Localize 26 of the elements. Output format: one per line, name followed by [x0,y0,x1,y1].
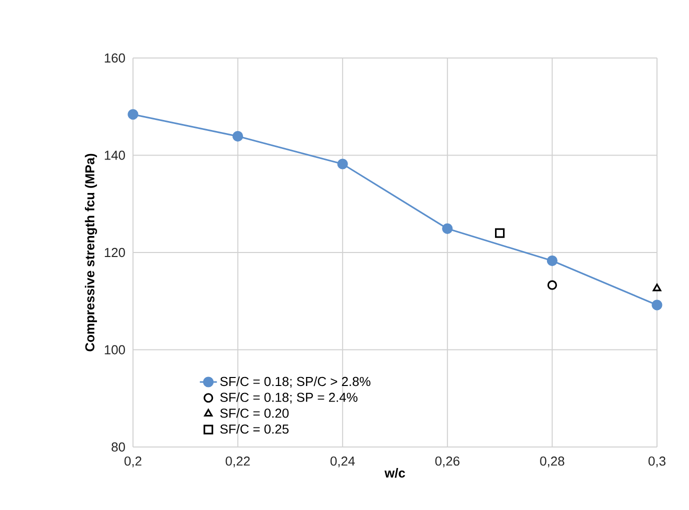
x-tick-label: 0,22 [226,456,250,468]
point [128,109,138,120]
y-tick-label: 160 [104,53,125,63]
x-tick-label: 0,26 [435,456,460,468]
point [652,300,662,310]
legend-label: SF/C = 0.18; SP/C > 2.8% [220,376,370,388]
legend-label: SF/C = 0.20 [220,408,289,418]
point [495,228,505,238]
x-tick-label: 0,28 [540,456,564,468]
point [442,223,453,234]
x-tick-label: 0,3 [648,456,666,468]
x-tick-label: 0,24 [330,456,355,468]
point [547,280,558,290]
x-axis-title: w/c [384,468,406,478]
point [337,158,348,170]
x-tick-label: 0,2 [124,456,142,468]
y-tick-label: 140 [104,150,125,160]
y-tick-label: 100 [104,345,125,354]
point [232,130,244,142]
point [652,284,662,292]
legend-label: SF/C = 0.18; SP = 2.4% [220,392,358,404]
y-axis-title: Compressive strength fcu (MPa) [84,154,98,352]
y-tick-label: 80 [112,442,125,452]
point [546,255,558,266]
y-tick-label: 120 [104,248,125,258]
legend-label: SF/C = 0.25 [220,424,289,434]
